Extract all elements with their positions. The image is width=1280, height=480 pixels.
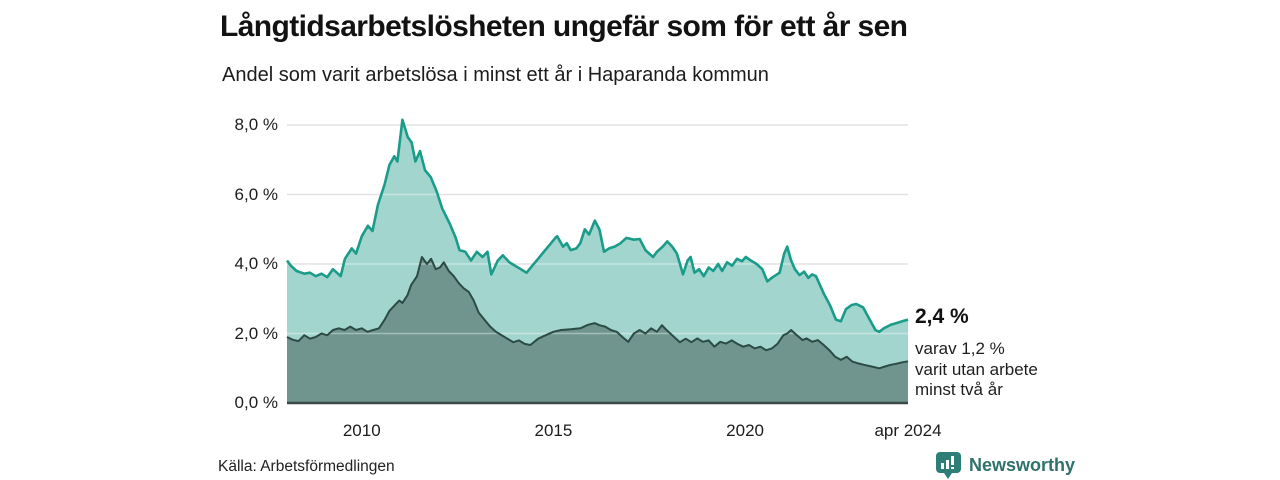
x-tick-label: 2015 [534,421,573,440]
newsworthy-wordmark: Newsworthy [969,454,1076,475]
y-axis: 0,0 % 2,0 % 4,0 % 6,0 % 8,0 % [0,0,278,480]
chart-subtitle: Andel som varit arbetslösa i minst ett å… [222,64,769,86]
annotation-detail-line: minst två år [915,380,1003,399]
source-attribution: Källa: Arbetsförmedlingen [218,458,395,475]
latest-value-label: 2,4 % [915,305,969,328]
latest-value-annotation: 2,4 % varav 1,2 % varit utan arbete mins… [915,305,1085,401]
y-tick-label: 6,0 % [234,184,278,204]
x-tick-label: apr 2024 [874,421,942,440]
line-minst-ett-ar [285,118,909,334]
x-axis: 2010 2015 2020 apr 2024 [0,421,1280,445]
newsworthy-logo: Newsworthy [936,451,1075,479]
y-tick-label: 4,0 % [234,254,278,273]
annotation-detail-line: varav 1,2 % [915,339,1005,358]
newsworthy-bubble-chart-icon [936,451,961,479]
annotation-detail: varav 1,2 % varit utan arbete minst två … [915,339,1085,401]
y-tick-label: 0,0 % [234,393,278,412]
y-tick-label: 2,0 % [234,323,278,343]
x-tick-label: 2020 [726,421,764,440]
annotation-detail-line: varit utan arbete [915,359,1038,379]
x-tick-label: 2010 [342,421,381,440]
page-title: Långtidsarbetslösheten ungefär som för e… [220,10,908,43]
line-minst-tva-ar [286,256,909,370]
y-tick-label: 8,0 % [234,115,278,134]
area-minst-tva-ar [287,257,908,403]
